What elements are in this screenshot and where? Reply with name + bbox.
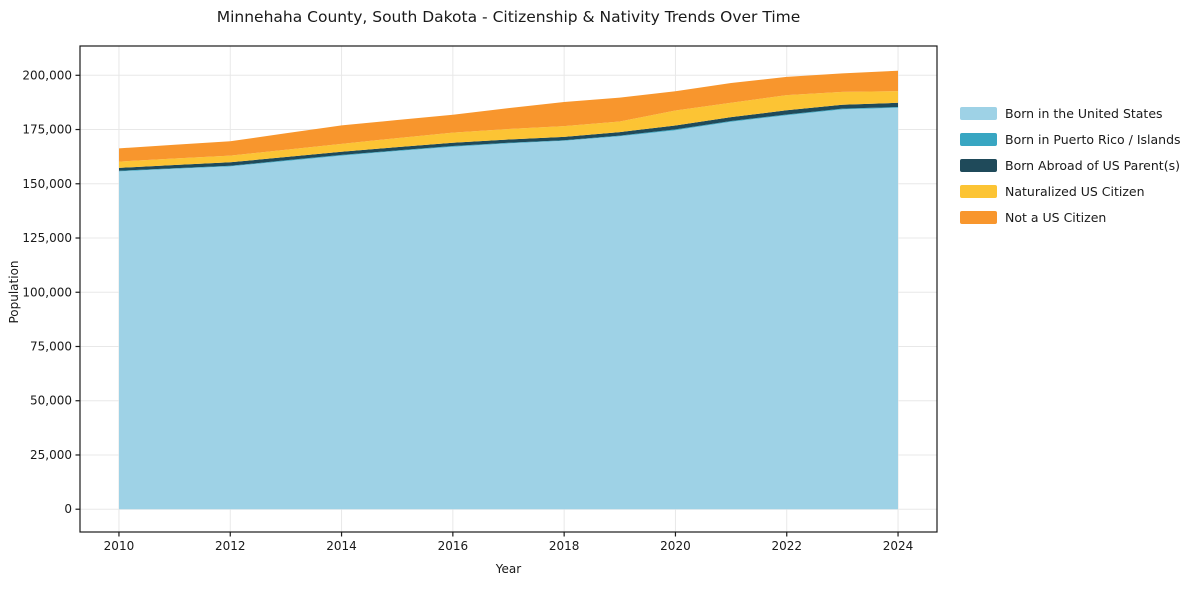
legend-swatch-icon: [960, 184, 997, 198]
x-tick-label: 2022: [771, 539, 802, 553]
legend: Born in the United States Born in Puerto …: [960, 100, 1181, 230]
legend-item-not-a-us-citizen: Not a US Citizen: [960, 204, 1181, 230]
legend-item-born-in-the-united-states: Born in the United States: [960, 100, 1181, 126]
legend-item-naturalized-us-citizen: Naturalized US Citizen: [960, 178, 1181, 204]
x-tick-label: 2014: [326, 539, 357, 553]
legend-label: Born in Puerto Rico / Islands: [1005, 131, 1181, 147]
y-tick-label: 100,000: [22, 285, 72, 299]
legend-swatch-icon: [960, 210, 997, 224]
area-series-born-in-the-united-states: [119, 107, 898, 510]
plot-border: [79, 45, 938, 533]
legend-swatch-icon: [960, 158, 997, 172]
area-series-born-abroad-of-us-parent-s: [119, 102, 898, 171]
legend-label: Not a US Citizen: [1005, 209, 1107, 225]
y-tick-label: 150,000: [22, 177, 72, 191]
axis-tick-labels: 0 25,000 50,000 75,000 100,000 125,000 150,000…: [22, 68, 913, 553]
legend-swatch-icon: [960, 106, 997, 120]
legend-label: Born in the United States: [1005, 105, 1163, 121]
x-tick-label: 2024: [883, 539, 914, 553]
x-tick-label: 2018: [549, 539, 580, 553]
x-tick-label: 2016: [438, 539, 469, 553]
area-series-naturalized-us-citizen: [119, 91, 898, 168]
y-tick-label: 0: [64, 502, 72, 516]
y-tick-label: 50,000: [30, 394, 72, 408]
y-tick-label: 25,000: [30, 448, 72, 462]
y-tick-label: 175,000: [22, 123, 72, 137]
legend-item-born-in-puerto-rico-islands: Born in Puerto Rico / Islands: [960, 126, 1181, 152]
x-tick-label: 2010: [104, 539, 135, 553]
legend-item-born-abroad-of-us-parent-s: Born Abroad of US Parent(s): [960, 152, 1181, 178]
y-tick-label: 125,000: [22, 231, 72, 245]
axis-ticks: [75, 74, 899, 537]
legend-label: Naturalized US Citizen: [1005, 183, 1145, 199]
legend-swatch-icon: [960, 132, 997, 146]
area-series-group: [119, 70, 898, 510]
y-tick-label: 75,000: [30, 339, 72, 353]
area-series-not-a-us-citizen: [119, 70, 898, 162]
y-axis-label: Population: [7, 260, 21, 324]
legend-label: Born Abroad of US Parent(s): [1005, 157, 1180, 173]
axes-spines: [79, 45, 938, 533]
x-tick-label: 2012: [215, 539, 246, 553]
x-tick-label: 2020: [660, 539, 691, 553]
chart-title: Minnehaha County, South Dakota - Citizen…: [216, 8, 801, 26]
x-axis-label: Year: [495, 562, 522, 576]
y-tick-label: 200,000: [22, 68, 72, 82]
